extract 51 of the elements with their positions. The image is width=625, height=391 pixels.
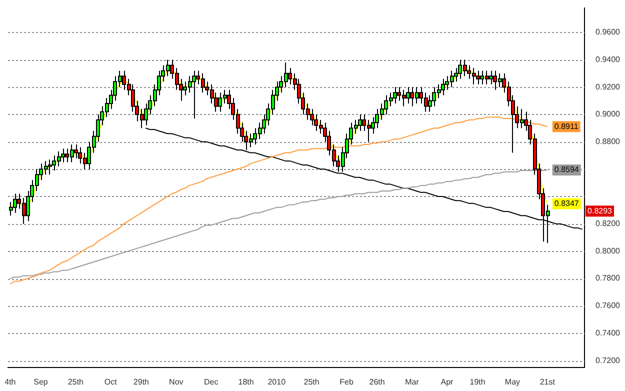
x-tick-label: Nov bbox=[169, 377, 184, 386]
x-tick-label: Oct bbox=[104, 377, 118, 386]
candlestick bbox=[441, 78, 445, 96]
data-label: 0.8911 bbox=[554, 122, 579, 131]
candlestick bbox=[371, 116, 375, 134]
y-tick-label: 0.7200 bbox=[596, 356, 621, 365]
x-tick-label: Apr bbox=[440, 377, 454, 386]
x-tick-label: 2010 bbox=[268, 377, 286, 386]
x-tick-label: 21st bbox=[540, 377, 556, 386]
candlestick bbox=[48, 159, 52, 176]
candlestick bbox=[192, 70, 196, 120]
text: 0.8293 bbox=[588, 206, 612, 216]
candlestick bbox=[476, 70, 480, 85]
candlestick bbox=[13, 193, 17, 214]
x-tick-label: 19th bbox=[470, 377, 486, 386]
x-tick-label: 4th bbox=[4, 377, 16, 386]
x-tick-label: 18th bbox=[238, 377, 254, 386]
candlestick bbox=[310, 108, 314, 126]
x-tick-label: 26th bbox=[369, 377, 385, 386]
candlestick bbox=[9, 201, 13, 216]
y-tick-label: 0.7600 bbox=[596, 301, 621, 310]
candlestick bbox=[393, 86, 397, 104]
y-tick-label: 0.9400 bbox=[596, 54, 621, 64]
candlestick bbox=[406, 86, 410, 104]
x-tick-label: Sep bbox=[34, 377, 48, 386]
x-tick-label: Dec bbox=[204, 377, 218, 386]
candlestick bbox=[214, 92, 218, 112]
x-tick-label: 25th bbox=[304, 377, 320, 386]
x-tick-label: 25th bbox=[68, 377, 84, 386]
candlestick bbox=[489, 70, 493, 85]
x-tick-label: May bbox=[504, 377, 520, 386]
x-tick-label: Mar bbox=[405, 377, 420, 386]
candlestick bbox=[358, 114, 362, 132]
candlestick bbox=[144, 103, 148, 126]
y-tick-label: 0.7800 bbox=[596, 274, 621, 283]
y-tick-label: 0.8200 bbox=[596, 219, 621, 228]
y-tick-label: 0.9600 bbox=[596, 28, 621, 37]
x-tick-label: 29th bbox=[133, 377, 150, 386]
x-tick-label: Feb bbox=[340, 377, 354, 386]
candlestick bbox=[131, 84, 135, 112]
y-tick-label: 0.8000 bbox=[596, 246, 621, 256]
data-label: 0.8347 bbox=[554, 198, 580, 208]
candlestick bbox=[61, 148, 65, 163]
y-tick-label: 0.8800 bbox=[596, 137, 621, 146]
data-label: 0.8594 bbox=[554, 165, 580, 174]
candlestick bbox=[454, 67, 458, 82]
y-tick-label: 0.7400 bbox=[596, 328, 621, 338]
candlestick bbox=[428, 94, 432, 112]
y-tick-label: 0.9200 bbox=[596, 82, 621, 92]
y-tick-label: 0.9000 bbox=[596, 110, 621, 119]
candlestick bbox=[74, 144, 78, 159]
